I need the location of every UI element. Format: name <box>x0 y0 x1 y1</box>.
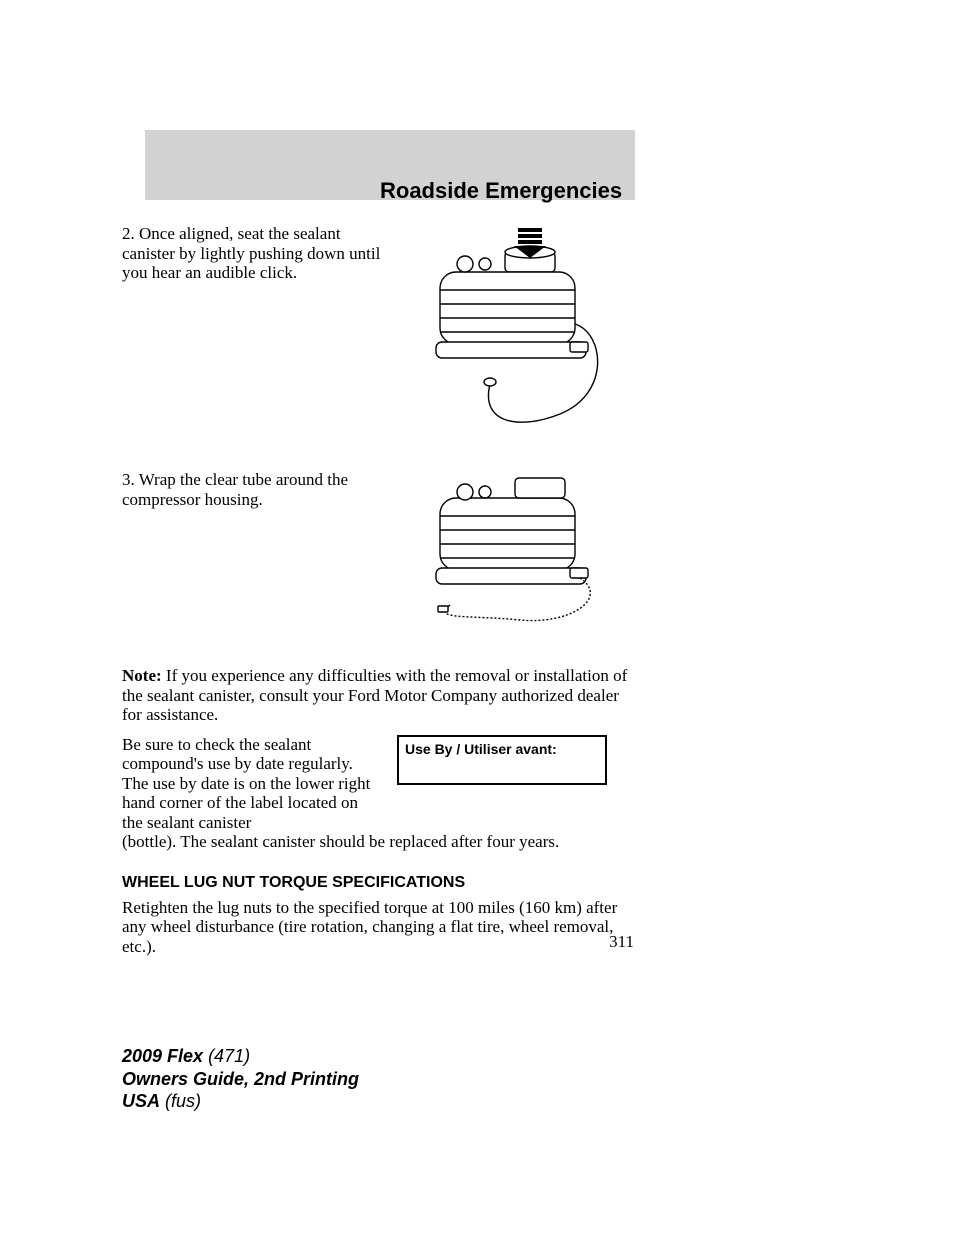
footer-line3: USA (fus) <box>122 1090 359 1113</box>
compressor-hose-illustration <box>410 470 620 640</box>
check-row: Be sure to check the sealant compound's … <box>122 735 632 833</box>
label-box-column: Use By / Utiliser avant: <box>397 735 632 833</box>
page-number: 311 <box>609 932 634 952</box>
footer-block: 2009 Flex (471) Owners Guide, 2nd Printi… <box>122 1045 359 1113</box>
step3-figure <box>397 470 632 640</box>
wheel-lug-body: Retighten the lug nuts to the specified … <box>122 898 632 957</box>
note-paragraph: Note: If you experience any difficulties… <box>122 666 632 725</box>
step3-row: 3. Wrap the clear tube around the compre… <box>122 470 632 640</box>
note-label: Note: <box>122 666 162 685</box>
step2-figure <box>397 224 632 444</box>
footer-line2: Owners Guide, 2nd Printing <box>122 1068 359 1091</box>
wheel-lug-heading: WHEEL LUG NUT TORQUE SPECIFICATIONS <box>122 874 632 892</box>
note-text: If you experience any difficulties with … <box>122 666 627 724</box>
step3-text: 3. Wrap the clear tube around the compre… <box>122 470 382 640</box>
page: Roadside Emergencies 2. Once aligned, se… <box>0 0 954 1235</box>
use-by-label-box: Use By / Utiliser avant: <box>397 735 607 785</box>
footer-model: 2009 Flex <box>122 1046 203 1066</box>
step2-row: 2. Once aligned, seat the sealant canist… <box>122 224 632 444</box>
footer-region-code: (fus) <box>160 1091 201 1111</box>
compressor-arrows-illustration <box>410 224 620 444</box>
step2-text: 2. Once aligned, seat the sealant canist… <box>122 224 382 444</box>
footer-code: (471) <box>203 1046 250 1066</box>
check-text-column: Be sure to check the sealant compound's … <box>122 735 382 833</box>
footer-region: USA <box>122 1091 160 1111</box>
content-area: 2. Once aligned, seat the sealant canist… <box>122 220 632 957</box>
check-tail-text: (bottle). The sealant canister should be… <box>122 832 632 852</box>
footer-line1: 2009 Flex (471) <box>122 1045 359 1068</box>
section-header-title: Roadside Emergencies <box>380 178 622 204</box>
